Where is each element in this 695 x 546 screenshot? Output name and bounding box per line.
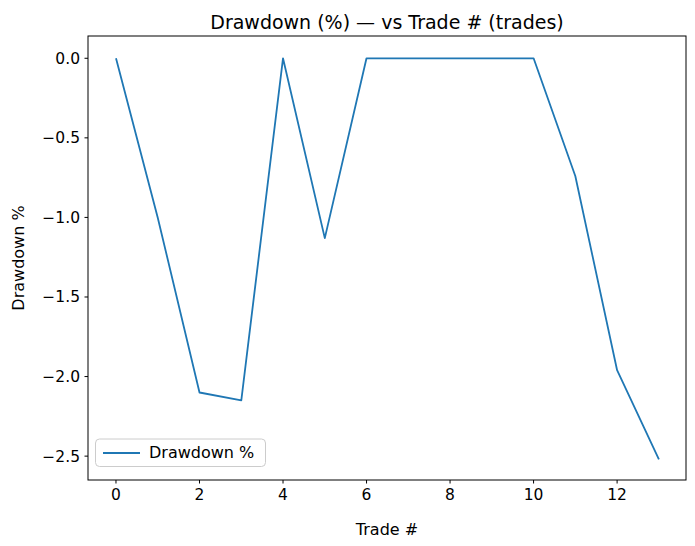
x-tick-label: 4 [278,486,288,504]
y-tick-label: −2.5 [42,448,80,466]
drawdown-line [116,58,659,459]
y-tick-label: −2.0 [42,368,80,386]
x-axis-label: Trade # [355,520,418,539]
y-tick-label: 0.0 [55,50,80,68]
y-tick-label: −1.0 [42,209,80,227]
plot-area-border [88,36,686,480]
legend-label: Drawdown % [149,443,254,462]
chart-title: Drawdown (%) — vs Trade # (trades) [210,11,563,33]
legend: Drawdown % [96,439,266,467]
x-tick-label: 6 [362,486,372,504]
figure: 0 2 4 6 8 10 12 0.0 −0.5 −1.0 −1.5 −2.0 −2.5 Drawdow… [0,0,695,546]
x-tick-label: 0 [111,486,121,504]
x-tick-label: 2 [195,486,205,504]
x-tick-label: 8 [445,486,455,504]
x-tick-label: 12 [607,486,627,504]
y-tick-label: −1.5 [42,288,80,306]
y-axis-label: Drawdown % [9,205,28,310]
chart-canvas: 0 2 4 6 8 10 12 0.0 −0.5 −1.0 −1.5 −2.0 −2.5 Drawdow… [0,0,695,546]
y-tick-label: −0.5 [42,129,80,147]
axis-ticks: 0 2 4 6 8 10 12 0.0 −0.5 −1.0 −1.5 −2.0 −2.5 [42,50,627,504]
x-tick-label: 10 [524,486,544,504]
